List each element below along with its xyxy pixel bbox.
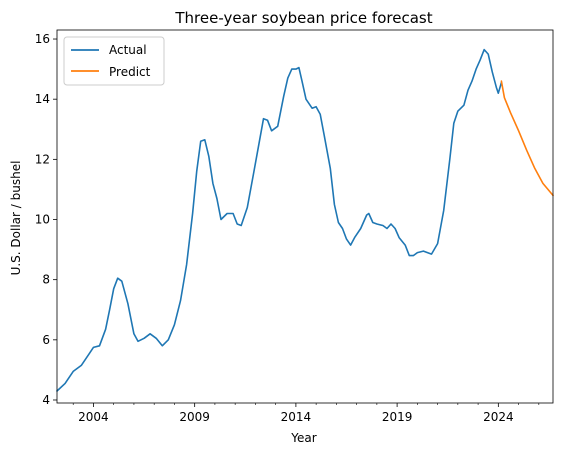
legend-label-actual: Actual bbox=[109, 43, 147, 57]
x-axis-label: Year bbox=[290, 431, 316, 445]
x-tick-label: 2019 bbox=[382, 410, 413, 424]
y-tick-label: 16 bbox=[35, 32, 50, 46]
x-tick-label: 2009 bbox=[179, 410, 210, 424]
x-tick-label: 2024 bbox=[483, 410, 514, 424]
legend: Actual Predict bbox=[63, 36, 165, 86]
legend-label-predict: Predict bbox=[109, 65, 151, 79]
y-tick-label: 6 bbox=[42, 333, 50, 347]
y-tick-label: 10 bbox=[35, 213, 50, 227]
y-tick-label: 4 bbox=[42, 393, 50, 407]
series-line-actual bbox=[56, 48, 503, 392]
series-lines bbox=[56, 48, 554, 392]
y-axis-label: U.S. Dollar / bushel bbox=[9, 161, 23, 276]
y-tick-label: 12 bbox=[35, 152, 50, 166]
y-tick-label: 8 bbox=[42, 273, 50, 287]
x-tick-label: 2014 bbox=[281, 410, 312, 424]
chart-title: Three-year soybean price forecast bbox=[174, 9, 432, 27]
series-line-predict bbox=[500, 80, 554, 197]
plot-frame bbox=[56, 29, 554, 404]
axis-ticks: 2004 2009 2014 2019 2024 4 6 8 10 12 14 16 bbox=[35, 32, 540, 424]
x-tick-label: 2004 bbox=[78, 410, 109, 424]
y-tick-label: 14 bbox=[35, 92, 50, 106]
legend-box bbox=[63, 36, 165, 86]
